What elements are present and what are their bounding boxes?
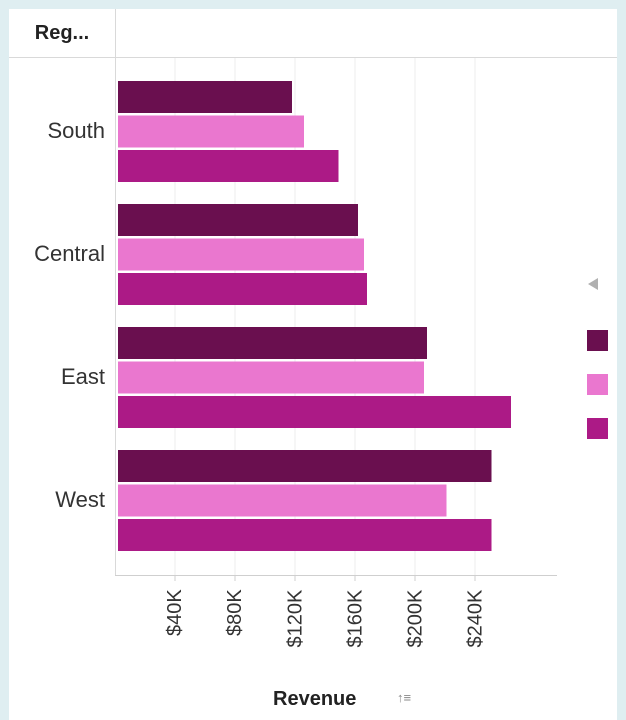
bar-east-series-1[interactable]: [118, 327, 427, 359]
region-label-east[interactable]: East: [60, 364, 105, 389]
region-label-west[interactable]: West: [55, 487, 105, 512]
x-tick-label-3: $160K: [344, 589, 366, 648]
bar-central-series-3[interactable]: [118, 273, 367, 305]
legend-swatch-1[interactable]: [587, 330, 608, 351]
x-axis-line: [115, 575, 557, 576]
bar-west-series-3[interactable]: [118, 519, 492, 551]
x-tick-label-2: $120K: [284, 589, 306, 648]
legend-scroll-left-icon[interactable]: [588, 278, 598, 290]
bar-west-series-1[interactable]: [118, 450, 492, 482]
x-tick-label-1: $80K: [224, 589, 246, 636]
header-divider: [9, 57, 617, 58]
row-header-divider: [115, 9, 116, 576]
region-label-south[interactable]: South: [47, 118, 106, 143]
bar-central-series-2[interactable]: [118, 238, 364, 271]
bar-south-series-2[interactable]: [118, 115, 304, 148]
legend-swatch-2[interactable]: [587, 374, 608, 395]
sort-icon[interactable]: ↑≡: [397, 690, 412, 705]
bar-south-series-1[interactable]: [118, 81, 292, 113]
x-tick-label-4: $200K: [404, 589, 426, 648]
x-axis-title[interactable]: Revenue: [273, 688, 357, 710]
region-label-central[interactable]: Central: [34, 241, 105, 266]
bar-central-series-1[interactable]: [118, 204, 358, 236]
legend-swatch-3[interactable]: [587, 418, 608, 439]
bar-south-series-3[interactable]: [118, 150, 339, 182]
bar-east-series-3[interactable]: [118, 396, 511, 428]
x-tick-label-0: $40K: [164, 589, 186, 636]
bar-east-series-2[interactable]: [118, 361, 424, 394]
bar-west-series-2[interactable]: [118, 484, 447, 517]
x-tick-label-5: $240K: [464, 589, 486, 648]
